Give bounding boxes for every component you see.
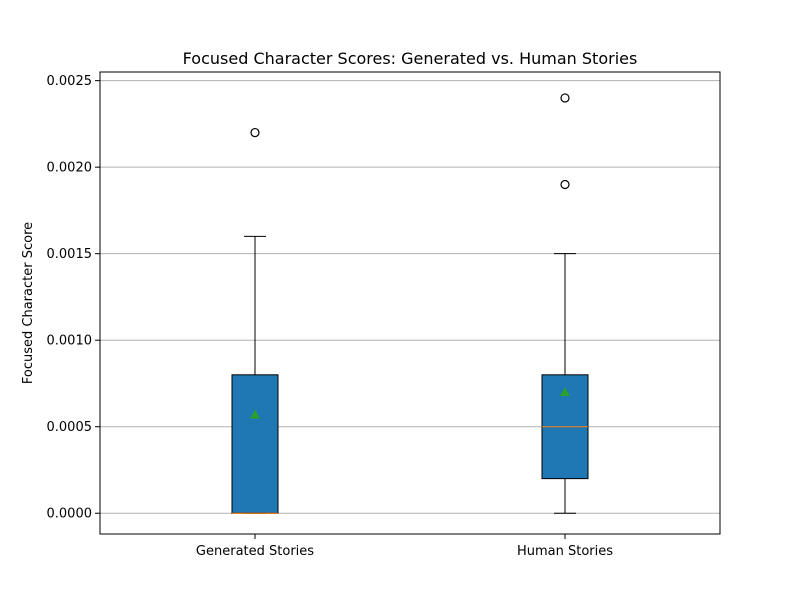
outlier-point <box>560 93 570 103</box>
outlier-point <box>560 179 570 190</box>
x-tick-label: Generated Stories <box>196 544 314 559</box>
plot-area <box>231 93 589 514</box>
y-axis-label: Focused Character Score <box>21 222 36 384</box>
y-tick-label: 0.0020 <box>47 161 93 176</box>
y-tick-label: 0.0015 <box>47 247 93 262</box>
y-tick-label: 0.0000 <box>47 507 93 522</box>
outlier-point <box>250 127 260 138</box>
axes: 0.0000 0.0005 0.0010 0.0015 0.0020 0.0025 Gene… <box>47 74 614 559</box>
box-group <box>231 127 279 514</box>
box-group <box>541 93 589 514</box>
y-tick-label: 0.0010 <box>47 334 93 349</box>
chart-title: Focused Character Scores: Generated vs. … <box>183 49 638 68</box>
plot-frame <box>99 71 721 535</box>
x-tick-label: Human Stories <box>517 544 613 559</box>
grid-lines <box>100 80 720 514</box>
y-tick-label: 0.0005 <box>47 420 93 435</box>
mean-marker <box>250 409 260 419</box>
y-tick-label: 0.0025 <box>47 74 93 89</box>
mean-marker <box>560 387 570 397</box>
box-iqr <box>231 374 279 514</box>
